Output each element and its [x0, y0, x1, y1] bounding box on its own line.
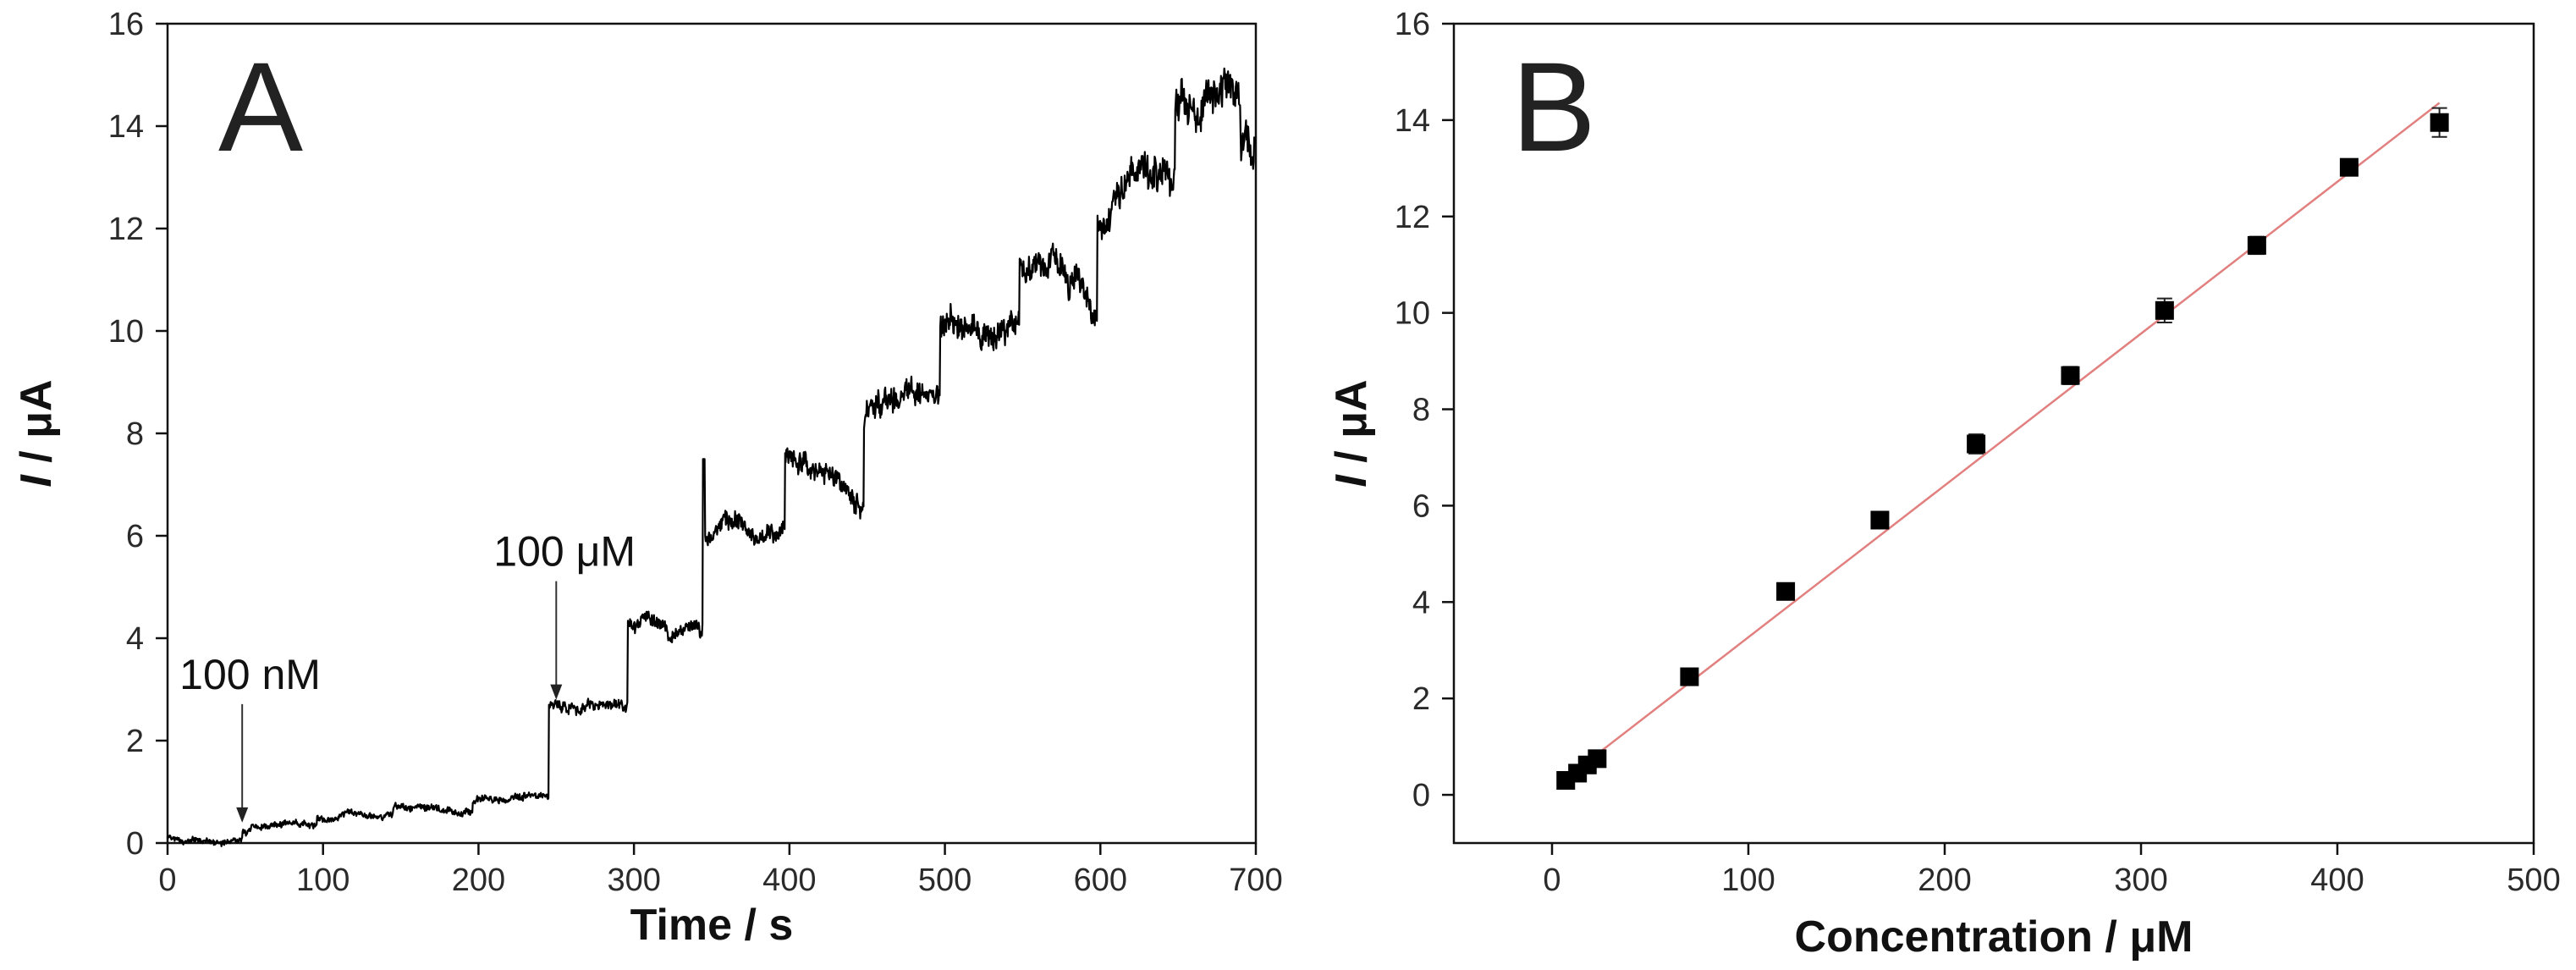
- panel-b-y-tick-label: 4: [1412, 585, 1430, 620]
- panel-a: 0 100 200 300 400 500 600 700 0 2 4 6 8 10 12 14 16 100 …: [12, 7, 1283, 950]
- square-marker: [1967, 434, 1986, 454]
- panel-a-x-tick-label: 100: [296, 863, 350, 898]
- panel-b-x-tick-label: 500: [2507, 863, 2560, 898]
- panel-b-data-point: [1776, 581, 1796, 601]
- panel-a-y-axis-symbol: I: [12, 474, 61, 488]
- panel-b-fit: [1565, 102, 2441, 780]
- panel-a-y-tick-label: 10: [108, 314, 144, 350]
- panel-b-data-point: [2247, 235, 2266, 256]
- annotation-label: 100 nM: [179, 651, 321, 698]
- square-marker: [2247, 235, 2266, 255]
- panel-b-y-tick-label: 2: [1412, 681, 1430, 717]
- panel-a-x-tick-label: 600: [1074, 863, 1127, 898]
- panel-b-fit-line: [1565, 102, 2441, 780]
- panel-b-y-tick-label: 0: [1412, 778, 1430, 813]
- panel-a-current-series: [166, 67, 1257, 847]
- annotation-arrow-head: [550, 684, 563, 700]
- panel-b-y-axis-unit: / μA: [1327, 379, 1376, 475]
- panel-a-y-axis-unit: / μA: [12, 379, 61, 475]
- panel-b-ticks: 0 100 200 300 400 500 0 2 4 6 8 10 12 14 16: [1395, 7, 2561, 898]
- panel-b-data-point: [2339, 157, 2359, 177]
- panel-a-y-tick-label: 8: [126, 416, 144, 452]
- panel-b-data-point: [1680, 667, 1699, 686]
- panel-a-y-tick-label: 14: [108, 109, 144, 145]
- square-marker: [1776, 581, 1796, 601]
- panel-b-x-tick-label: 400: [2310, 863, 2364, 898]
- square-marker: [2430, 113, 2449, 132]
- square-marker: [2061, 366, 2080, 385]
- panel-a-x-tick-label: 300: [607, 863, 660, 898]
- annotation-arrow-head: [236, 807, 249, 823]
- square-marker: [1588, 749, 1607, 769]
- panel-b-data-point: [2061, 366, 2080, 385]
- panel-a-letter: A: [218, 36, 303, 178]
- panel-b-x-tick-label: 200: [1918, 863, 1971, 898]
- panel-b-data-point: [1588, 749, 1607, 769]
- panel-a-x-tick-label: 700: [1229, 863, 1282, 898]
- panel-b-data-point: [2155, 297, 2174, 324]
- panel-b-x-axis-title: Concentration / μM: [1795, 912, 2193, 962]
- square-marker: [2339, 157, 2359, 177]
- panel-a-x-axis-title: Time / s: [630, 901, 794, 950]
- panel-b-y-tick-label: 14: [1395, 103, 1430, 139]
- panel-a-ticks: 0 100 200 300 400 500 600 700 0 2 4 6 8 10 12 14 16: [108, 7, 1283, 898]
- panel-a-y-tick-label: 2: [126, 724, 144, 759]
- panel-a-plot-frame: [166, 22, 1258, 845]
- panel-a-x-tick-label: 500: [918, 863, 972, 898]
- panel-b-y-tick-label: 16: [1395, 7, 1430, 42]
- panel-b: 0 100 200 300 400 500 0 2 4 6 8 10 12 14 16 B Concentr…: [1327, 7, 2561, 962]
- panel-b-x-tick-label: 300: [2114, 863, 2167, 898]
- panel-a-current-trace: [166, 67, 1257, 847]
- panel-b-y-tick-label: 12: [1395, 200, 1430, 235]
- panel-a-y-tick-label: 0: [126, 826, 144, 862]
- panel-b-data-point: [1967, 433, 1986, 455]
- panel-b-y-tick-label: 8: [1412, 393, 1430, 428]
- annotation-label: 100 μM: [493, 528, 636, 576]
- panel-a-annotations: 100 nM 100 μM: [179, 528, 636, 823]
- panel-a-x-tick-label: 400: [762, 863, 816, 898]
- square-marker: [1680, 667, 1699, 686]
- square-marker: [2155, 300, 2174, 320]
- panel-b-y-axis-title: I / μA: [1327, 379, 1376, 487]
- panel-b-y-tick-label: 10: [1395, 296, 1430, 332]
- panel-a-x-tick-label: 0: [158, 863, 176, 898]
- panel-b-plot-frame: [1452, 22, 2535, 845]
- panel-b-x-tick-label: 100: [1721, 863, 1775, 898]
- panel-a-y-tick-label: 6: [126, 519, 144, 554]
- panel-b-data-point: [1870, 510, 1890, 530]
- panel-b-x-tick-label: 0: [1543, 863, 1560, 898]
- panel-a-y-tick-label: 12: [108, 212, 144, 247]
- panel-a-y-tick-label: 4: [126, 621, 144, 657]
- panel-b-letter: B: [1511, 36, 1596, 178]
- panel-a-x-tick-label: 200: [452, 863, 505, 898]
- square-marker: [1870, 510, 1890, 530]
- panel-b-data-point: [2430, 107, 2449, 138]
- panel-b-points: [1556, 107, 2449, 790]
- panel-b-y-axis-symbol: I: [1327, 474, 1376, 488]
- panel-a-y-axis-title: I / μA: [12, 379, 61, 487]
- panel-b-y-tick-label: 6: [1412, 488, 1430, 524]
- panel-a-y-tick-label: 16: [108, 7, 144, 42]
